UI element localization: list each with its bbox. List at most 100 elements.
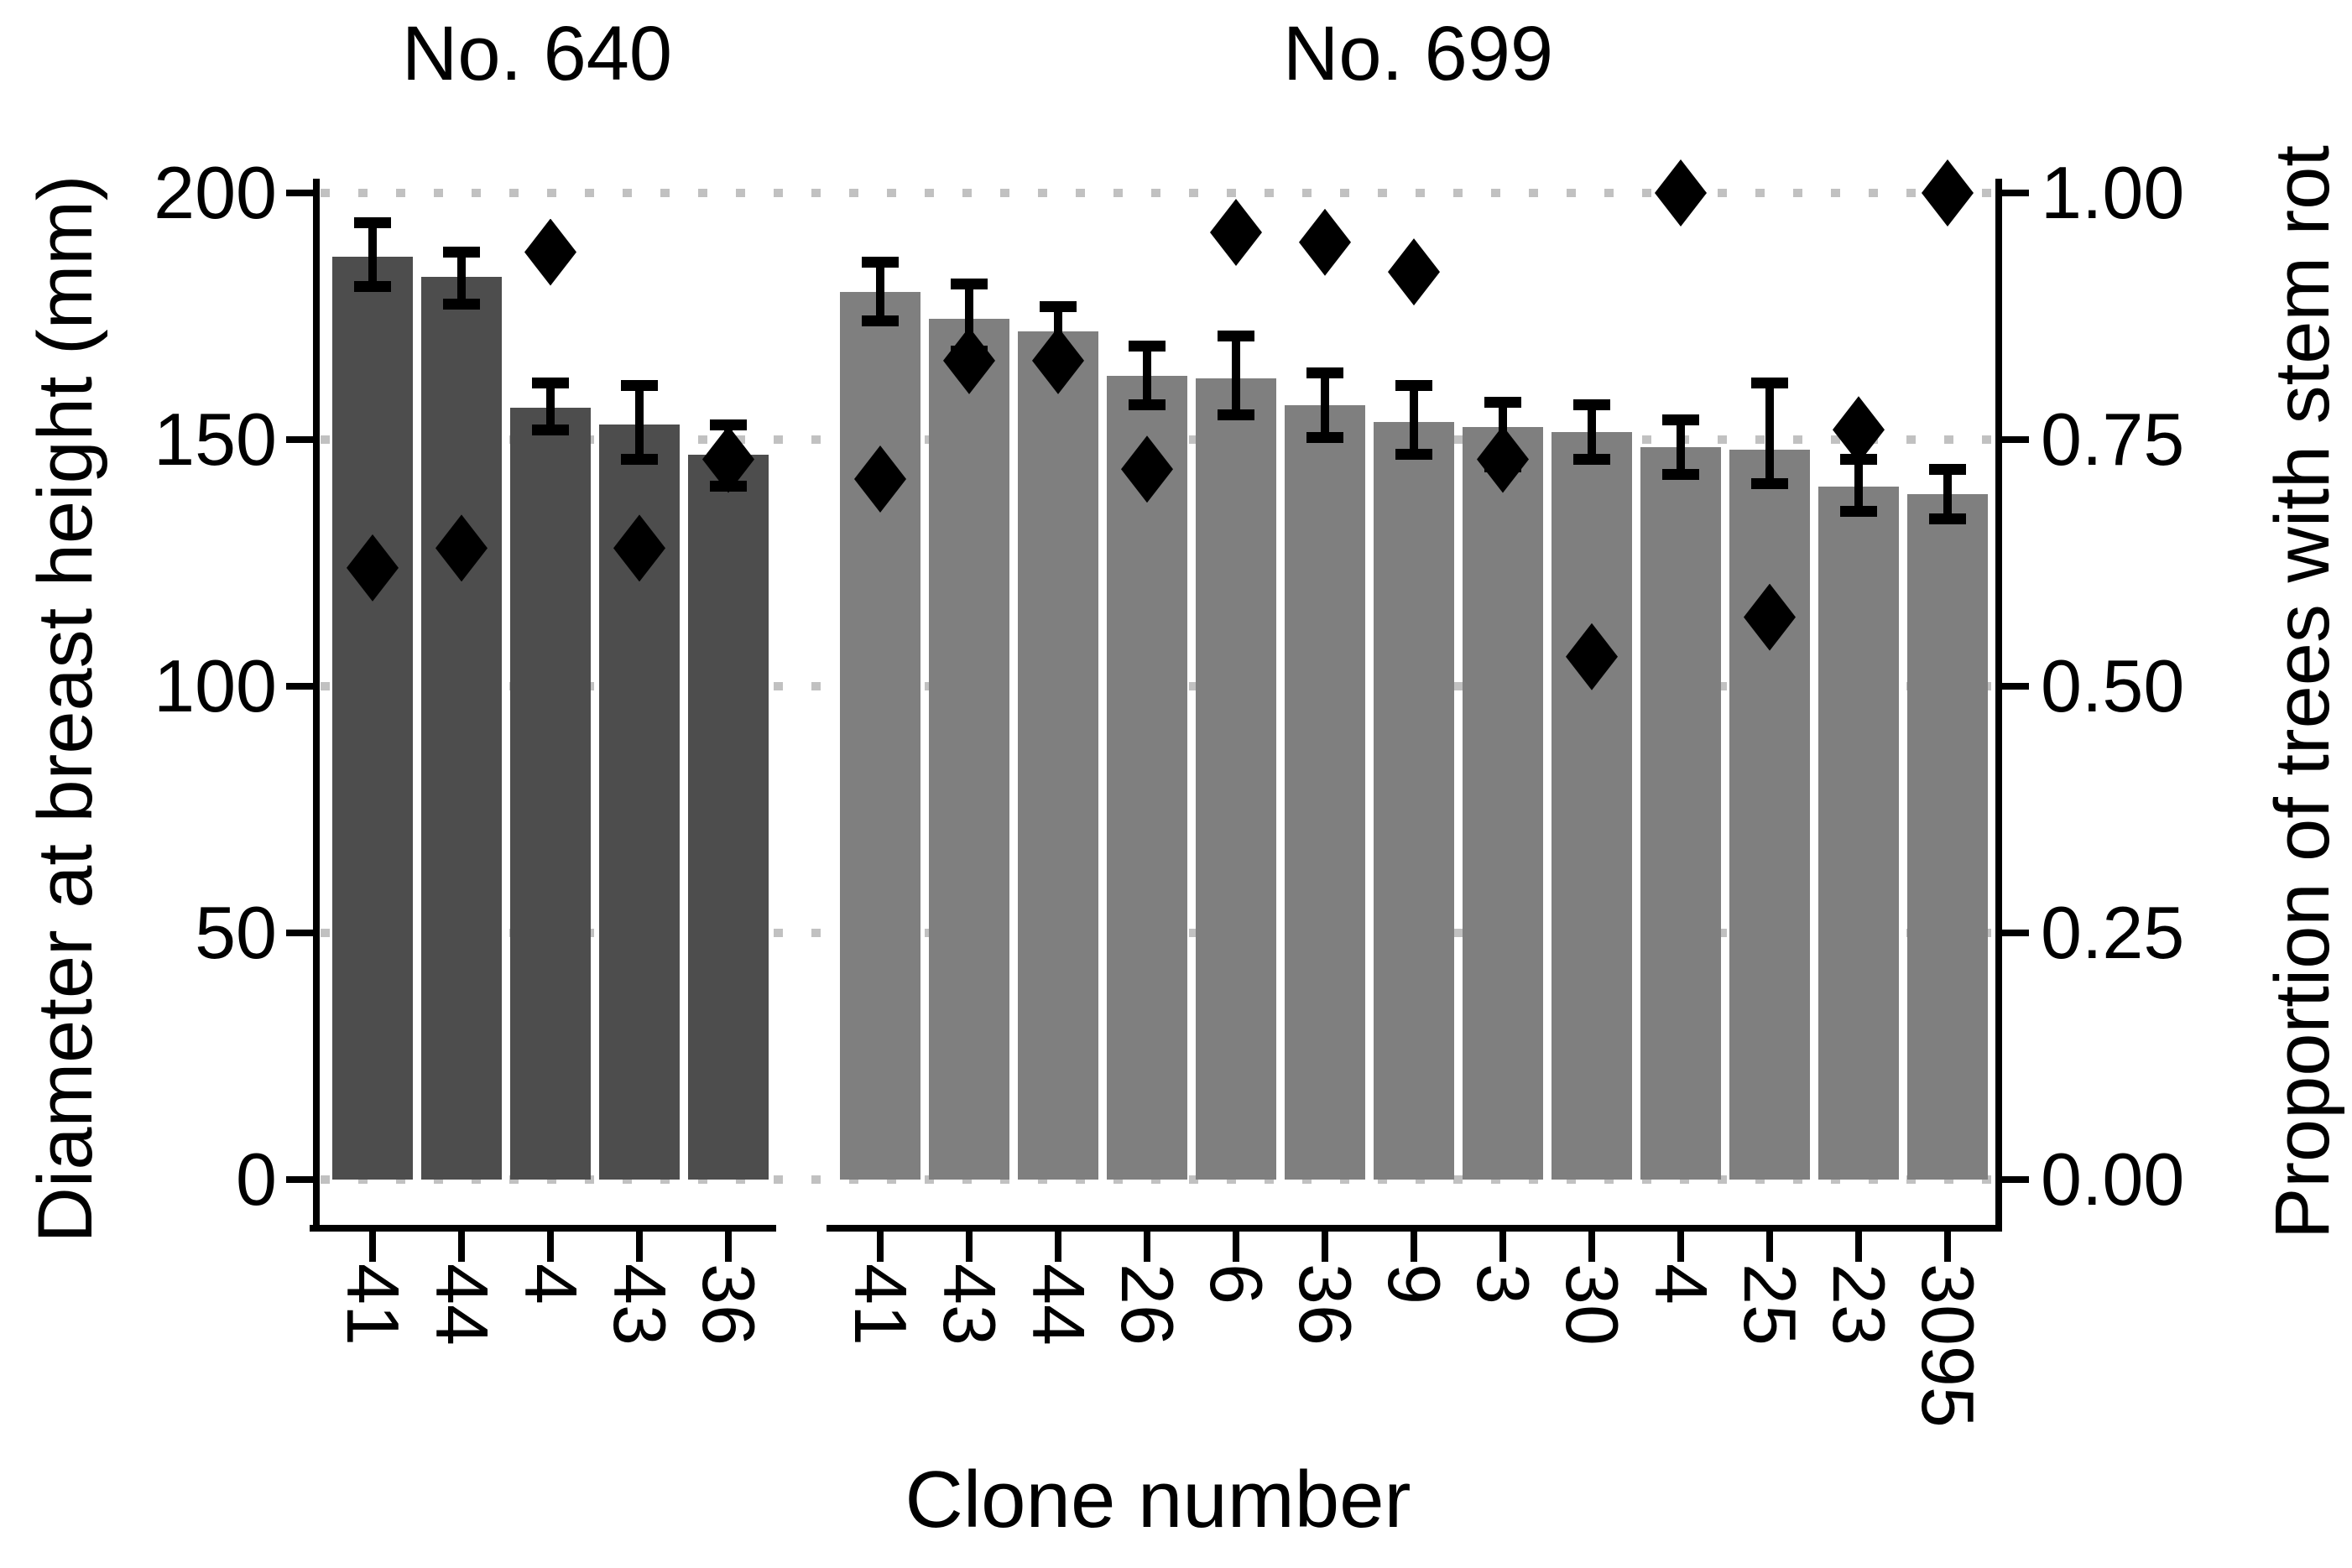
error-bar-line xyxy=(1943,469,1952,519)
error-bar-cap-bottom xyxy=(862,315,899,327)
left-y-axis-tick xyxy=(286,436,313,443)
right-y-axis-tick-label: 0.75 xyxy=(2041,398,2185,481)
right-y-axis-line xyxy=(1995,179,2002,1232)
stem-rot-diamond-marker xyxy=(1210,199,1262,267)
x-axis-title: Clone number xyxy=(905,1455,1411,1545)
error-bar-cap-top xyxy=(354,216,391,228)
error-bar-line xyxy=(965,284,973,352)
right-y-axis-tick xyxy=(2002,436,2029,443)
right-y-axis-tick-label: 0.00 xyxy=(2041,1138,2185,1221)
dbh-bar xyxy=(1107,375,1187,1180)
error-bar-line xyxy=(876,262,884,321)
error-bar-cap-bottom xyxy=(354,281,391,293)
stem-rot-diamond-marker xyxy=(524,218,576,286)
dbh-bar xyxy=(688,454,769,1180)
error-bar-cap-bottom xyxy=(1929,513,1966,524)
dbh-bar xyxy=(1463,427,1543,1180)
left-y-axis-tick-label: 50 xyxy=(195,891,277,974)
left-y-axis-tick xyxy=(286,1176,313,1183)
error-bar-cap-top xyxy=(1218,331,1254,342)
dbh-bar xyxy=(1018,331,1098,1180)
error-bar-cap-bottom xyxy=(1840,505,1877,517)
x-axis-tick-label: 3 xyxy=(1462,1263,1545,1305)
error-bar-cap-bottom xyxy=(1306,431,1343,443)
x-axis-tick-label: 44 xyxy=(420,1263,503,1346)
error-bar-cap-top xyxy=(1040,300,1077,312)
left-y-axis-tick xyxy=(286,190,313,196)
error-bar-line xyxy=(546,383,555,430)
error-bar-line xyxy=(1677,419,1685,475)
x-axis-tick-label: 30 xyxy=(1551,1263,1634,1346)
x-axis-tick xyxy=(1766,1232,1773,1262)
error-bar-cap-top xyxy=(1929,463,1966,475)
error-bar-line xyxy=(457,252,466,305)
dbh-bar xyxy=(1551,432,1632,1180)
x-axis-tick-label: 43 xyxy=(598,1263,681,1346)
stem-rot-diamond-marker xyxy=(1922,159,1974,227)
right-y-axis-tick-label: 0.50 xyxy=(2041,644,2185,727)
error-bar-cap-top xyxy=(710,419,747,430)
left-y-axis-line xyxy=(313,179,320,1232)
x-axis-tick-label: 41 xyxy=(839,1263,922,1346)
dbh-bar xyxy=(332,257,413,1180)
error-bar-cap-top xyxy=(443,247,480,258)
panel-title-no-699: No. 699 xyxy=(1282,11,1554,96)
right-y-axis-tick xyxy=(2002,930,2029,936)
right-y-axis-tick xyxy=(2002,190,2029,196)
x-axis-tick-label: 26 xyxy=(1106,1263,1189,1346)
dbh-bar xyxy=(1285,404,1365,1180)
error-bar-line xyxy=(1588,404,1596,460)
x-axis-tick xyxy=(458,1232,465,1262)
dbh-bar xyxy=(421,276,502,1180)
error-bar-cap-bottom xyxy=(1218,409,1254,421)
x-axis-tick-label: 4 xyxy=(1640,1263,1723,1305)
x-axis-tick-label: 36 xyxy=(1284,1263,1367,1346)
error-bar-line xyxy=(1765,383,1774,484)
x-axis-tick xyxy=(1144,1232,1150,1262)
dbh-bar xyxy=(1374,422,1454,1180)
x-axis-tick-label: 44 xyxy=(1017,1263,1100,1346)
dbh-bar xyxy=(510,407,591,1180)
error-bar-cap-top xyxy=(1573,399,1610,411)
x-axis-tick-label: 36 xyxy=(687,1263,770,1346)
right-y-axis-title: Proportion of trees with stem rot xyxy=(2260,145,2345,1239)
x-axis-tick xyxy=(1499,1232,1506,1262)
x-axis-tick xyxy=(1411,1232,1417,1262)
right-y-axis-tick-label: 1.00 xyxy=(2041,151,2185,234)
dbh-bar xyxy=(1640,446,1721,1180)
error-bar-cap-top xyxy=(1395,379,1432,391)
x-axis-tick-label: 4 xyxy=(509,1263,592,1305)
error-bar-line xyxy=(1410,385,1418,455)
error-bar-cap-bottom xyxy=(1662,468,1699,480)
x-axis-tick xyxy=(1588,1232,1595,1262)
dbh-bar xyxy=(1818,486,1899,1180)
left-y-axis-title: Diameter at breast height (mm) xyxy=(23,175,108,1243)
error-bar-line xyxy=(1854,459,1863,512)
dbh-bar xyxy=(1907,493,1988,1180)
error-bar-cap-bottom xyxy=(1129,399,1166,411)
error-bar-line xyxy=(1232,336,1240,415)
error-bar-cap-top xyxy=(621,379,658,391)
x-axis-tick xyxy=(547,1232,554,1262)
error-bar-cap-bottom xyxy=(1395,449,1432,461)
error-bar-cap-top xyxy=(1662,414,1699,425)
error-bar-cap-bottom xyxy=(532,424,569,435)
left-y-axis-tick xyxy=(286,930,313,936)
x-axis-tick-label: 43 xyxy=(928,1263,1011,1346)
dbh-bar xyxy=(929,318,1009,1180)
right-y-axis-tick xyxy=(2002,683,2029,690)
stem-rot-diamond-marker xyxy=(1655,159,1707,227)
x-axis-tick-label: 3095 xyxy=(1906,1263,1990,1428)
error-bar-cap-bottom xyxy=(1573,454,1610,466)
dotted-gridline xyxy=(321,1175,1995,1184)
x-axis-tick xyxy=(1233,1232,1239,1262)
left-y-axis-tick-label: 100 xyxy=(154,644,277,727)
error-bar-cap-bottom xyxy=(621,454,658,466)
dbh-bar xyxy=(1729,449,1810,1180)
x-axis-tick xyxy=(1677,1232,1684,1262)
error-bar-line xyxy=(1143,346,1151,405)
x-axis-tick xyxy=(1944,1232,1951,1262)
x-axis-tick-label: 6 xyxy=(1195,1263,1278,1305)
dbh-bar xyxy=(1196,378,1276,1180)
